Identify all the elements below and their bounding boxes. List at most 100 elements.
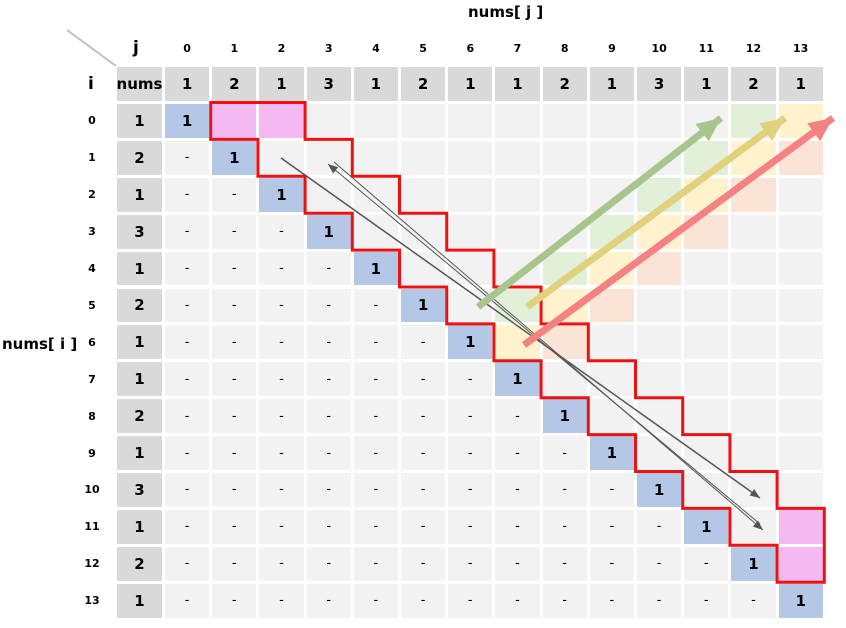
highlighted-cell (778, 509, 823, 544)
below-diagonal-cell: - (637, 546, 682, 581)
row-num-cell: 3 (117, 473, 162, 507)
header-num-cell: 1 (684, 67, 729, 101)
header-num-cell: 1 (165, 67, 210, 101)
diagonal-cell: 1 (259, 177, 304, 212)
column-index: 12 (745, 41, 762, 55)
empty-cell (778, 251, 823, 286)
below-diagonal-cell: - (306, 473, 351, 507)
empty-cell (778, 177, 823, 212)
gray-diagonal-arrow (327, 163, 761, 525)
below-diagonal-cell: - (165, 325, 210, 360)
below-diagonal-cell: - (212, 362, 257, 397)
below-diagonal-cell: - (165, 251, 210, 286)
gray-diagonal-arrow (333, 161, 764, 531)
column-index: 8 (560, 41, 569, 55)
row-index: 8 (88, 409, 96, 423)
green-arrow (475, 115, 724, 310)
highlighted-cell (212, 104, 257, 138)
below-diagonal-cell: - (165, 436, 210, 470)
below-diagonal-cell: - (448, 583, 493, 618)
row-num-cell: 1 (117, 177, 162, 212)
header-num-cell: 2 (731, 67, 776, 101)
empty-cell (495, 104, 540, 138)
below-diagonal-cell: - (542, 436, 587, 470)
below-diagonal-cell: - (212, 399, 257, 434)
diagonal-cell: 1 (401, 288, 446, 323)
below-diagonal-cell: - (401, 583, 446, 618)
below-diagonal-cell: - (259, 251, 304, 286)
below-diagonal-cell: - (589, 473, 634, 507)
diagonal-cell: 1 (212, 140, 257, 175)
below-diagonal-cell: - (165, 177, 210, 212)
below-diagonal-cell: - (212, 251, 257, 286)
below-diagonal-cell: - (495, 473, 540, 507)
empty-cell (731, 399, 776, 434)
column-index: 7 (513, 41, 522, 55)
below-diagonal-cell: - (165, 546, 210, 581)
column-index: 4 (372, 41, 380, 55)
below-diagonal-cell: - (401, 362, 446, 397)
below-diagonal-cell: - (306, 288, 351, 323)
below-diagonal-cell: - (259, 288, 304, 323)
row-num-cell: 1 (117, 251, 162, 286)
header-num-cell: 1 (448, 67, 493, 101)
below-diagonal-cell: - (401, 509, 446, 544)
empty-cell (731, 251, 776, 286)
below-diagonal-cell: - (401, 325, 446, 360)
below-diagonal-cell: - (495, 583, 540, 618)
header-num-cell: 3 (306, 67, 351, 101)
below-diagonal-cell: - (212, 509, 257, 544)
empty-cell (684, 288, 729, 323)
empty-cell (778, 214, 823, 249)
below-diagonal-cell: - (165, 140, 210, 175)
column-index: 11 (698, 41, 714, 55)
below-diagonal-cell: - (165, 509, 210, 544)
below-diagonal-cell: - (353, 362, 398, 397)
row-index: 4 (88, 262, 96, 276)
below-diagonal-cell: - (448, 436, 493, 470)
empty-cell (684, 399, 729, 434)
diagonal-cell: 1 (637, 473, 682, 507)
empty-cell (306, 177, 351, 212)
below-diagonal-cell: - (448, 362, 493, 397)
below-diagonal-cell: - (212, 177, 257, 212)
below-diagonal-cell: - (259, 214, 304, 249)
row-num-cell: 1 (117, 436, 162, 470)
empty-cell (353, 140, 398, 175)
empty-cell (401, 177, 446, 212)
empty-cell (542, 104, 587, 138)
row-num-cell: 2 (117, 140, 162, 175)
empty-cell (589, 399, 634, 434)
below-diagonal-cell: - (637, 583, 682, 618)
column-index: 2 (277, 41, 286, 55)
band-boundary (209, 101, 826, 584)
column-index: 10 (651, 41, 667, 55)
below-diagonal-cell: - (212, 325, 257, 360)
corner-diagonal-line (66, 29, 117, 67)
below-diagonal-cell: - (259, 362, 304, 397)
empty-cell (353, 104, 398, 138)
empty-cell (353, 214, 398, 249)
diagonal-cell: 1 (731, 546, 776, 581)
empty-cell (495, 177, 540, 212)
corner-j-label: j (133, 38, 139, 58)
empty-cell (778, 399, 823, 434)
corner-i-label: i (88, 74, 94, 94)
column-index: 1 (230, 41, 239, 55)
diagonal-cell: 1 (778, 583, 823, 618)
column-index: 9 (608, 41, 616, 55)
below-diagonal-cell: - (401, 436, 446, 470)
header-num-cell: 1 (778, 67, 823, 101)
below-diagonal-cell: - (589, 583, 634, 618)
empty-cell (589, 362, 634, 397)
column-index: 5 (419, 41, 427, 55)
empty-cell (684, 325, 729, 360)
highlighted-cell (778, 546, 823, 581)
below-diagonal-cell: - (306, 251, 351, 286)
row-num-cell: 1 (117, 509, 162, 544)
below-diagonal-cell: - (212, 214, 257, 249)
below-diagonal-cell: - (542, 546, 587, 581)
below-diagonal-cell: - (353, 399, 398, 434)
empty-cell (353, 177, 398, 212)
empty-cell (731, 436, 776, 470)
